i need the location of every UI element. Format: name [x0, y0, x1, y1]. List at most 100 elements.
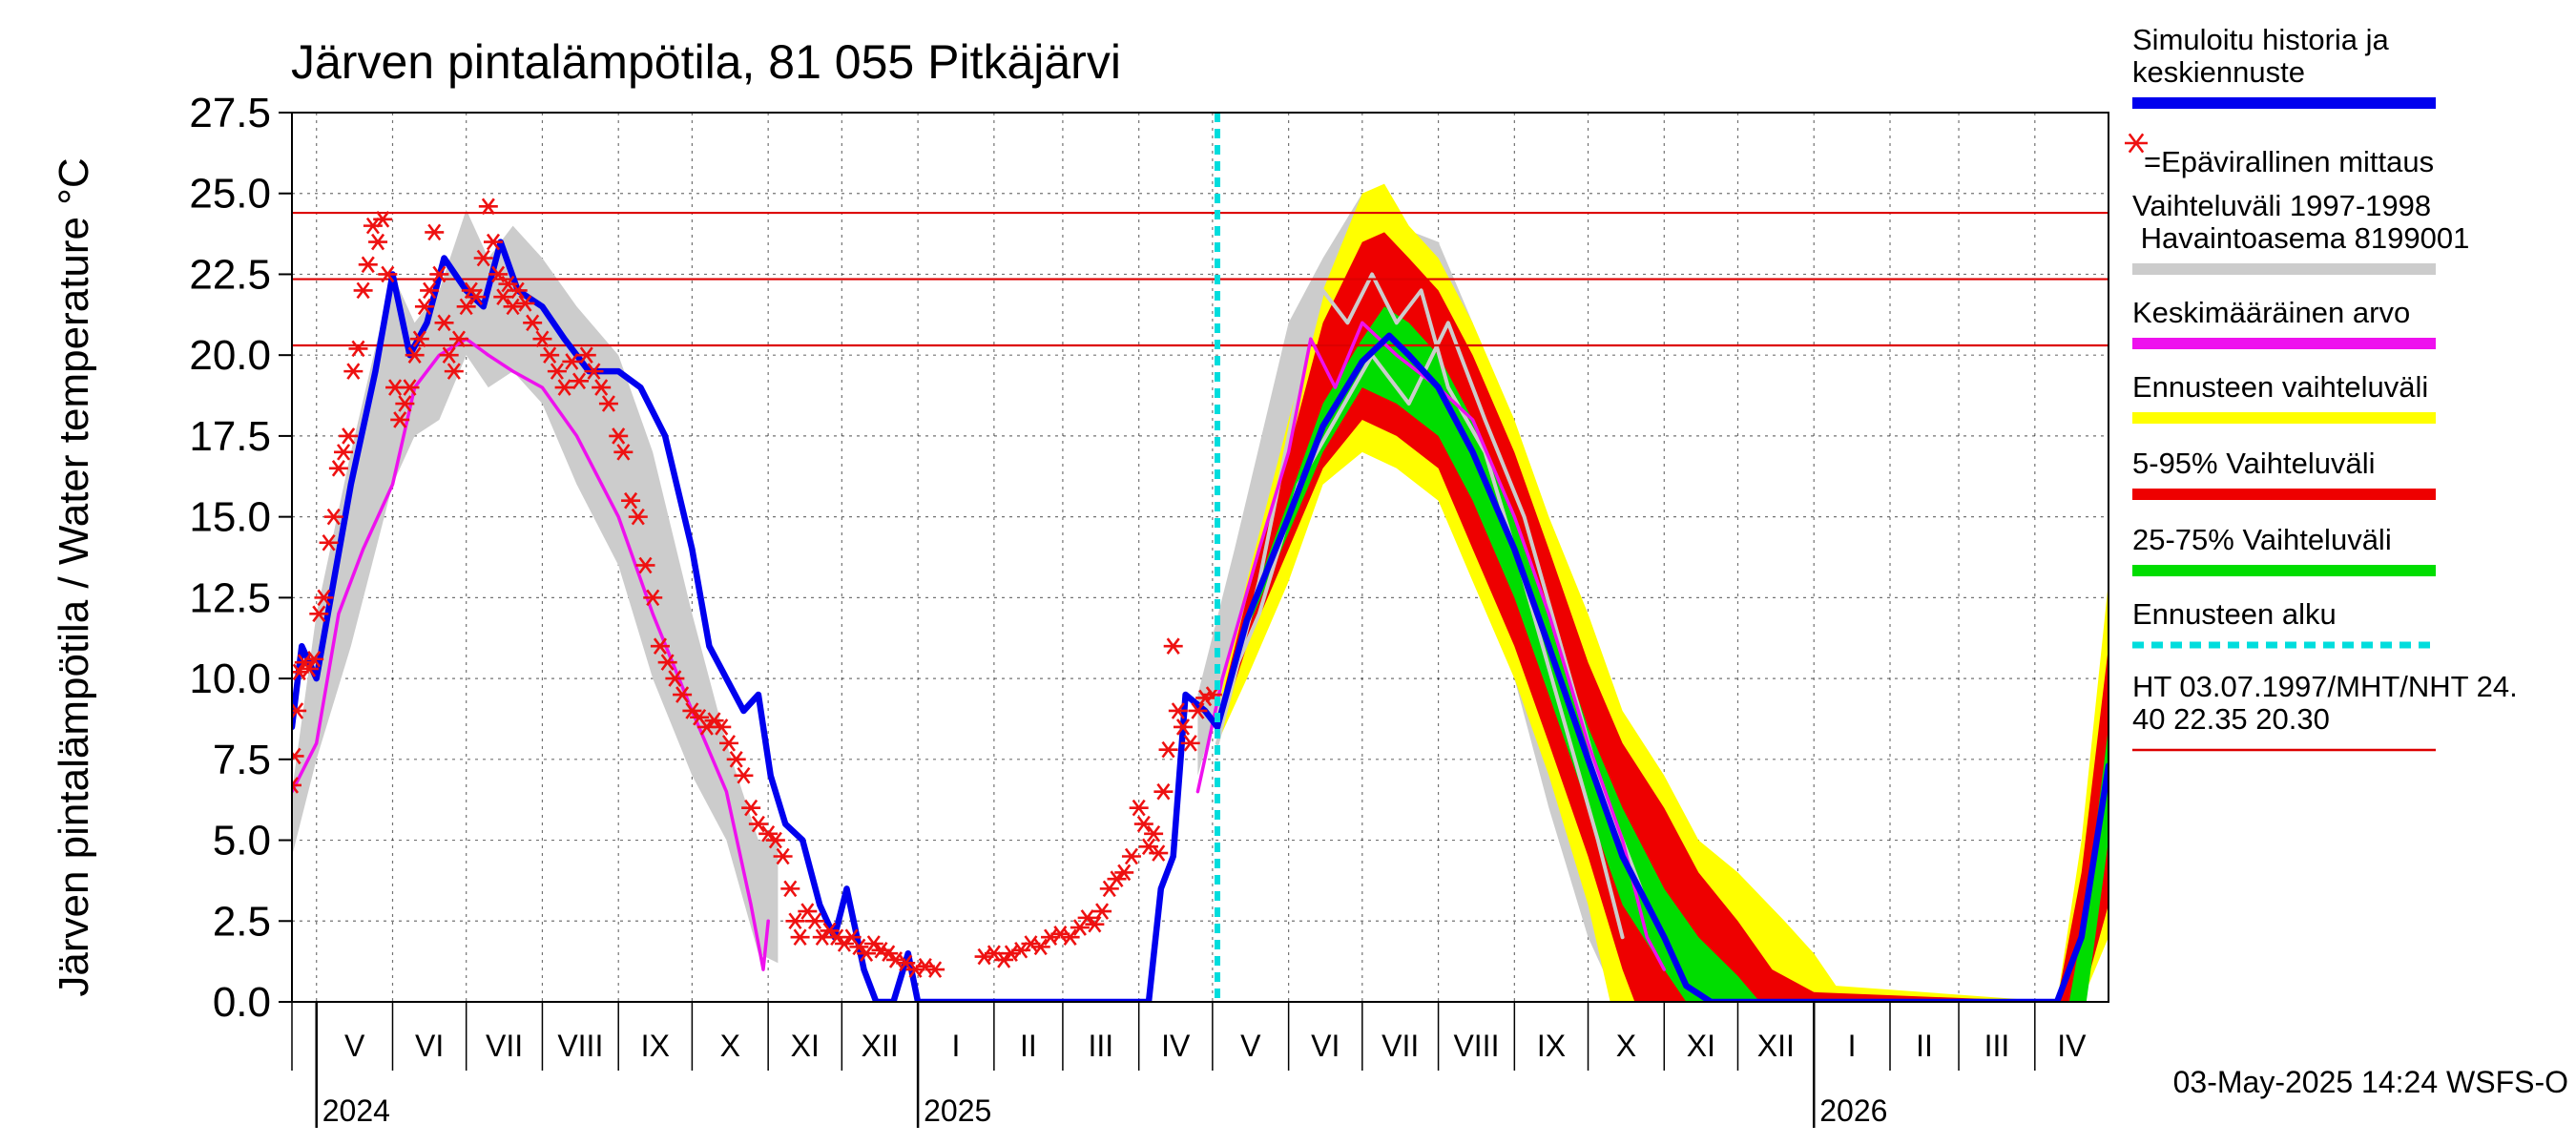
- legend-item: Keskimääräinen arvo: [2132, 296, 2436, 349]
- y-tick-label: 10.0: [189, 656, 271, 702]
- observation-point: [515, 295, 535, 312]
- observation-point: [554, 379, 574, 396]
- plot-area: [291, 112, 2109, 1003]
- month-label: II: [1020, 1029, 1037, 1063]
- observation-point: [704, 712, 724, 729]
- observation-point: [682, 702, 702, 719]
- observation-point: [456, 298, 476, 316]
- y-tick-label: 17.5: [189, 413, 271, 460]
- legend-item: =Epävirallinen mittaus: [2125, 133, 2434, 178]
- month-label: VII: [1381, 1029, 1419, 1063]
- observation-point: [429, 265, 449, 283]
- observation-point: [925, 961, 945, 978]
- observation-point: [1133, 815, 1153, 833]
- observation-point: [540, 346, 560, 364]
- plot-body: [292, 113, 2109, 1002]
- observation-point: [1168, 702, 1188, 719]
- observation-point: [1180, 735, 1200, 752]
- observation-point: [508, 281, 528, 300]
- y-axis-label: Järven pintalämpötila / Water temperatur…: [51, 157, 97, 996]
- legend-label: Simuloitu historia ja keskiennuste: [2132, 23, 2390, 89]
- month-label: X: [720, 1029, 740, 1063]
- observation-point: [358, 256, 378, 274]
- observation-point: [994, 951, 1014, 968]
- month-label: XII: [862, 1029, 899, 1063]
- observation-point: [1173, 718, 1193, 736]
- observation-point: [748, 815, 768, 833]
- observation-point: [613, 444, 634, 461]
- legend-item: Ennusteen alku: [2132, 597, 2436, 649]
- observation-point: [444, 363, 464, 380]
- observation-point: [493, 288, 513, 305]
- legend-item: Ennusteen vaihteluväli: [2132, 370, 2436, 424]
- y-tick-label: 12.5: [189, 574, 271, 621]
- observation-point: [1149, 844, 1169, 862]
- month-label: VI: [1311, 1029, 1340, 1063]
- month-label: I: [1848, 1029, 1857, 1063]
- legend-item: HT 03.07.1997/MHT/NHT 24. 40 22.35 20.30: [2132, 670, 2518, 752]
- observation-point: [1188, 702, 1208, 719]
- legend-label: Keskimääräinen arvo: [2132, 296, 2410, 329]
- observation-point: [765, 831, 785, 849]
- observation-point: [584, 363, 604, 380]
- legend-item: Vaihteluväli 1997-1998 Havaintoasema 819…: [2132, 189, 2469, 275]
- observation-point: [1077, 909, 1097, 926]
- observation-point: [758, 824, 779, 843]
- observation-point: [592, 379, 612, 396]
- observation-point: [820, 922, 840, 940]
- month-label: VIII: [1453, 1029, 1499, 1063]
- observation-point: [734, 766, 754, 784]
- observation-point: [409, 330, 429, 348]
- mean-line-historical: [292, 337, 770, 971]
- observation-point: [488, 265, 509, 283]
- plot-background: [292, 113, 2109, 1002]
- observation-point: [718, 735, 738, 752]
- month-label: VII: [486, 1029, 523, 1063]
- observation-point: [1107, 870, 1127, 887]
- observation-point: [292, 747, 304, 765]
- observation-point: [879, 945, 899, 962]
- legend-label: 25-75% Vaihteluväli: [2132, 523, 2392, 556]
- observation-point: [1144, 824, 1164, 843]
- month-label: VI: [415, 1029, 444, 1063]
- y-tick-label: 5.0: [213, 818, 271, 864]
- observation-point: [292, 777, 301, 794]
- observation-point: [657, 654, 677, 671]
- observation-point: [790, 928, 810, 946]
- observation-point: [368, 233, 388, 251]
- observation-point: [373, 211, 393, 228]
- observation-point: [292, 702, 307, 719]
- observation-point: [834, 935, 854, 952]
- observation-point: [726, 751, 746, 768]
- observation-point: [414, 298, 434, 316]
- observation-point: [665, 670, 685, 687]
- observation-point: [334, 444, 354, 461]
- y-tick-label: 20.0: [189, 332, 271, 379]
- observation-point: [466, 288, 486, 305]
- legend-star-icon: [2125, 133, 2148, 154]
- observation-point: [304, 650, 324, 668]
- observation-point: [805, 912, 825, 930]
- month-label: V: [344, 1029, 365, 1063]
- observation-point: [621, 491, 641, 510]
- observation-point: [785, 912, 805, 930]
- observation-point: [348, 340, 368, 358]
- observation-point: [395, 395, 415, 412]
- legend-label: 5-95% Vaihteluväli: [2132, 447, 2375, 480]
- y-tick-label: 27.5: [189, 90, 271, 136]
- legend-item: 25-75% Vaihteluväli: [2132, 523, 2436, 576]
- observation-point: [1060, 928, 1080, 946]
- observation-point: [650, 637, 670, 655]
- observation-point: [547, 363, 567, 380]
- observation-point: [503, 298, 523, 316]
- forecast-median-line: [1214, 332, 2109, 1002]
- observation-point: [673, 686, 693, 703]
- footer-timestamp: 03-May-2025 14:24 WSFS-O: [2173, 1065, 2568, 1099]
- observation-point: [483, 233, 503, 251]
- observation-point: [473, 249, 493, 267]
- year-label: 2026: [1819, 1093, 1887, 1128]
- month-label: XI: [791, 1029, 820, 1063]
- observation-point: [643, 589, 663, 607]
- observation-point: [300, 660, 320, 677]
- observation-point: [741, 799, 761, 817]
